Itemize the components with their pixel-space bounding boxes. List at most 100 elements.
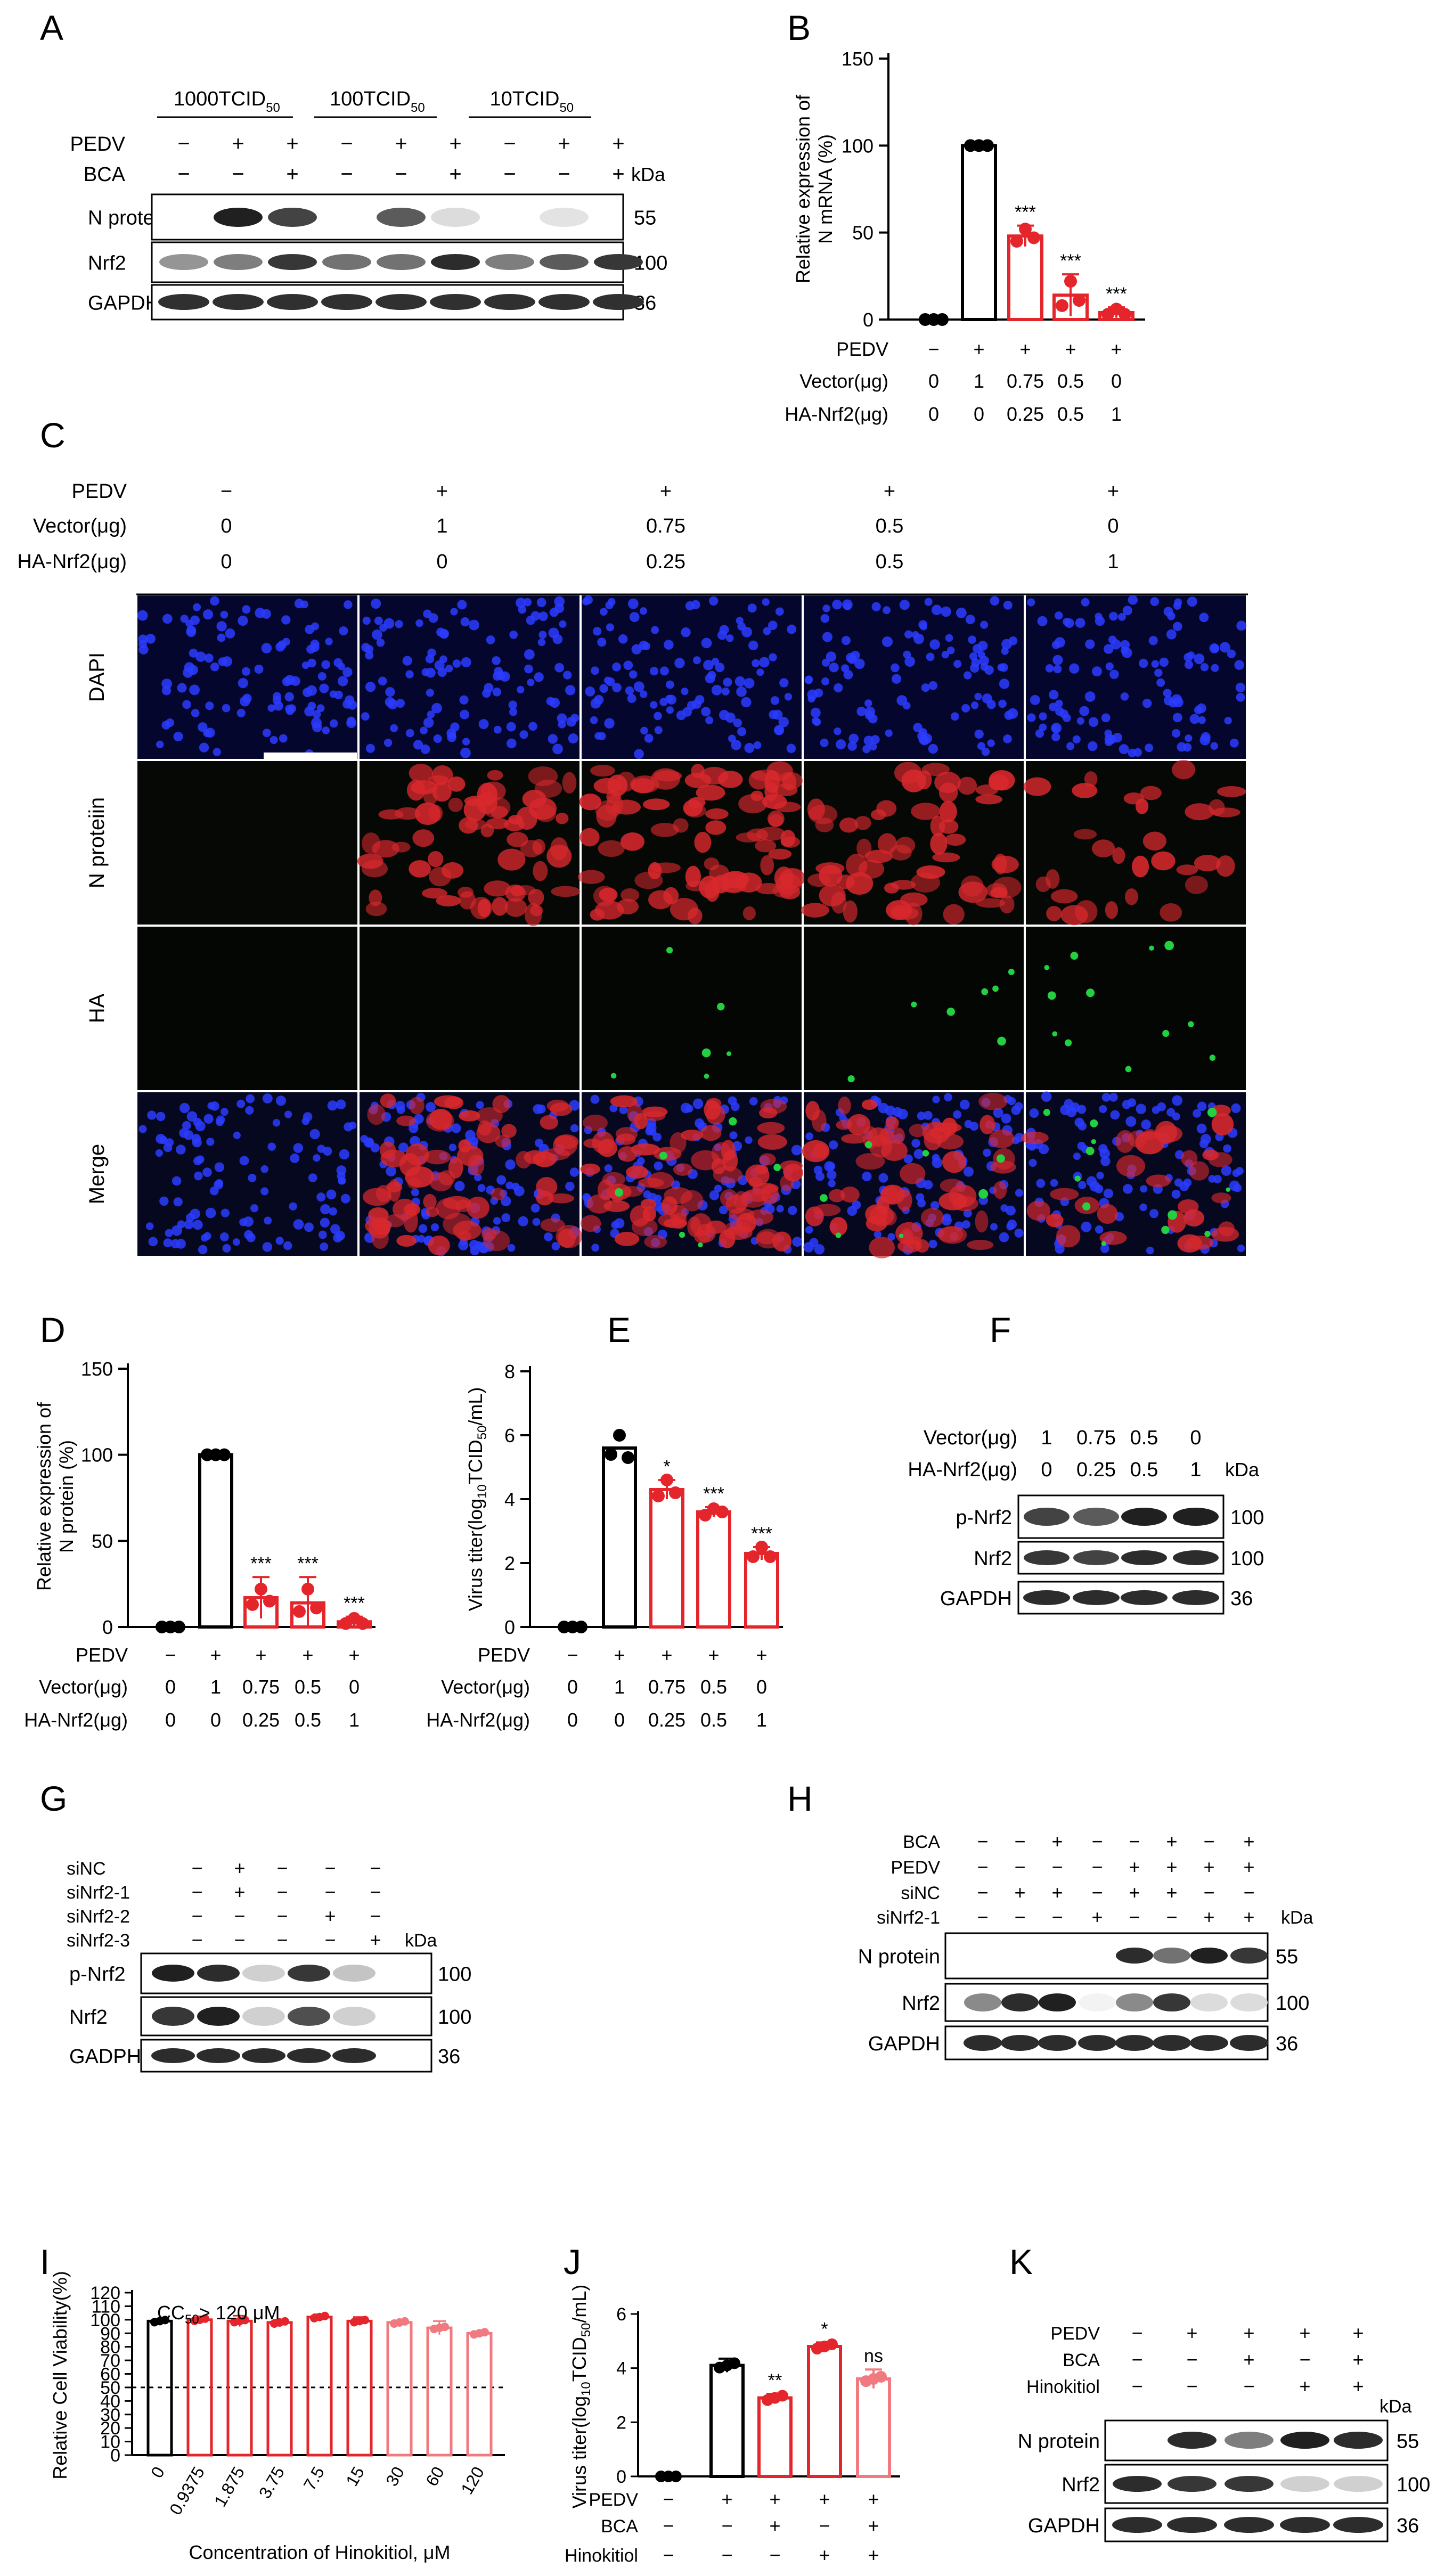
- G-row-label: siNrf2-3: [67, 1931, 130, 1951]
- C-nucleus: [323, 1147, 332, 1156]
- C-nucleus: [928, 1239, 937, 1249]
- D-data-point: [293, 1605, 306, 1618]
- C-nucleus: [1136, 1103, 1146, 1114]
- C-nucleus: [170, 1239, 180, 1249]
- E-data-point: [613, 1429, 626, 1442]
- C-nprotein-signal: [627, 1102, 642, 1124]
- K-sign: −: [1186, 2375, 1197, 2397]
- C-nucleus: [705, 716, 714, 725]
- C-nucleus: [1054, 611, 1063, 620]
- C-nucleus: [210, 662, 219, 672]
- C-nucleus: [431, 702, 442, 714]
- C-nucleus: [604, 718, 615, 729]
- C-nucleus: [241, 667, 251, 676]
- C-nprotein-signal: [1151, 851, 1176, 871]
- J-sign: +: [868, 2515, 879, 2537]
- C-nucleus: [329, 1207, 338, 1216]
- C-nucleus: [454, 1181, 465, 1191]
- H-kda-value: 36: [1276, 2033, 1298, 2055]
- E-row-value: +: [614, 1644, 625, 1666]
- C-nucleus: [1066, 1106, 1077, 1117]
- G-band-label: p-Nrf2: [69, 1964, 126, 1986]
- C-nucleus: [1194, 653, 1205, 665]
- C-nucleus: [834, 727, 842, 735]
- C-nucleus: [1237, 1244, 1245, 1253]
- C-nucleus: [1133, 748, 1142, 757]
- C-nucleus: [1187, 596, 1197, 607]
- C-nucleus: [659, 666, 669, 676]
- G-sign: −: [234, 1929, 245, 1951]
- C-nucleus: [990, 596, 1000, 606]
- C-nucleus: [493, 1217, 501, 1225]
- E-ylabel-part: /mL): [464, 1387, 486, 1426]
- A-bca-sign: +: [286, 162, 298, 186]
- C-nucleus: [1194, 706, 1203, 715]
- C-ha-signal: [666, 947, 673, 954]
- C-nprotein-signal: [696, 784, 725, 801]
- I-data-point: [281, 2317, 289, 2326]
- C-row-value: 0.5: [876, 551, 904, 573]
- C-nucleus: [186, 625, 197, 635]
- C-nucleus: [809, 1238, 819, 1247]
- G-gapdh-band: [242, 2048, 285, 2063]
- C-nprotein-signal: [920, 1208, 944, 1228]
- A-group-sub: 50: [411, 101, 425, 115]
- C-nucleus: [786, 743, 796, 754]
- C-nucleus: [774, 726, 784, 735]
- I-cc50-label: CC50> 120 μM: [157, 2302, 280, 2327]
- C-nucleus: [878, 1173, 888, 1183]
- C-nprotein-signal: [1217, 786, 1246, 797]
- H-nrf2-band: [964, 1993, 1001, 2011]
- A-nrf2-band: [377, 254, 426, 270]
- B-data-point: [1056, 299, 1068, 312]
- C-nucleus: [1076, 717, 1084, 725]
- C-nprotein-signal: [992, 877, 1022, 898]
- C-nprotein-signal: [957, 776, 977, 795]
- D-row-label: Vector(μg): [39, 1676, 128, 1698]
- C-nucleus: [623, 660, 633, 670]
- C-nucleus: [1146, 1246, 1154, 1255]
- C-nprotein-signal: [688, 907, 703, 925]
- C-nprotein-signal: [869, 1237, 895, 1258]
- C-nprotein-signal: [653, 1147, 682, 1161]
- C-nucleus: [426, 1102, 436, 1113]
- A-nrf2-band: [594, 254, 643, 270]
- C-nucleus: [1104, 644, 1114, 654]
- E-data-point: [652, 1490, 665, 1502]
- F-gapdh-band: [1172, 1590, 1219, 1605]
- D-row-value: 1: [349, 1709, 360, 1731]
- C-nprotein-signal: [807, 873, 831, 887]
- C-nucleus: [822, 604, 830, 612]
- D-significance: ***: [344, 1593, 365, 1614]
- C-nucleus: [1164, 696, 1174, 706]
- C-nucleus: [930, 1201, 940, 1210]
- C-nucleus: [1107, 735, 1117, 744]
- E-bar: [649, 1488, 684, 1629]
- C-nprotein-signal: [839, 817, 859, 833]
- C-row-value: 1: [1107, 551, 1119, 573]
- B-row-value: +: [1111, 338, 1122, 360]
- C-nucleus: [316, 704, 325, 713]
- C-nprotein-signal: [1075, 900, 1098, 923]
- C-nucleus: [501, 1213, 511, 1222]
- A-bca-sign: −: [503, 162, 516, 186]
- C-ha-signal: [1047, 991, 1056, 1000]
- B-row-value: 0.5: [1057, 403, 1084, 425]
- C-micrograph: [1023, 759, 1246, 926]
- C-nucleus: [847, 655, 857, 664]
- C-ha-signal: [1168, 1210, 1178, 1220]
- C-nucleus: [1081, 598, 1090, 607]
- C-nprotein-signal: [448, 797, 463, 812]
- C-nucleus: [365, 1139, 374, 1148]
- C-nucleus: [776, 1205, 784, 1213]
- C-nucleus: [769, 653, 777, 661]
- C-nucleus: [193, 1156, 202, 1166]
- C-nprotein-signal: [476, 1107, 503, 1125]
- C-nucleus: [1185, 734, 1193, 742]
- A-bca-sign: +: [449, 162, 461, 186]
- C-nprotein-signal: [1178, 1199, 1199, 1214]
- H-sign: −: [1091, 1856, 1103, 1878]
- C-nprotein-signal: [944, 833, 966, 846]
- C-nucleus: [365, 682, 376, 692]
